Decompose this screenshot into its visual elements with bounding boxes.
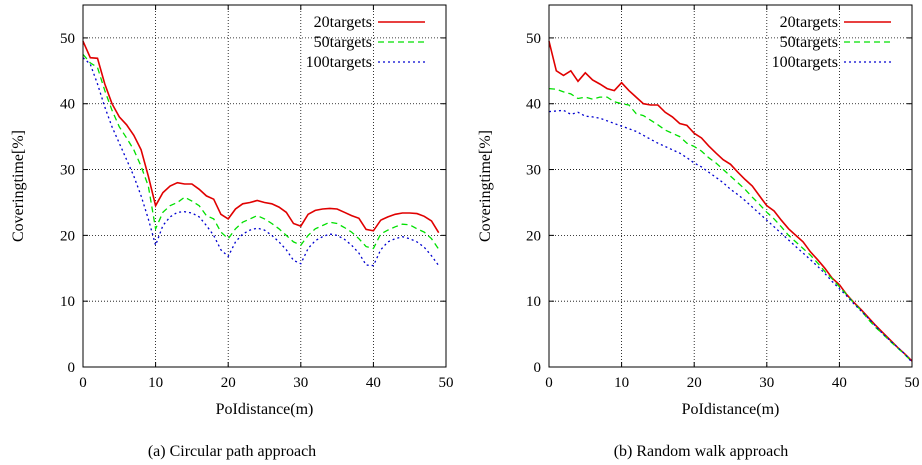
legend-label-20targets: 20targets xyxy=(314,14,372,31)
y-tick-label: 20 xyxy=(60,228,75,244)
chart-b: 0 10 20 30 40 50 0 10 20 30 40 50 PoIdistance(m) Cove… xyxy=(477,4,920,460)
x-tick-label: 20 xyxy=(687,375,702,391)
legend-label-50targets: 50targets xyxy=(780,34,838,51)
legend-label-100targets: 100targets xyxy=(772,54,838,71)
x-tick-label: 40 xyxy=(832,375,847,391)
series-line-100targets xyxy=(548,109,913,363)
y-tick-label: 30 xyxy=(526,163,541,179)
plot-frame xyxy=(548,4,913,368)
x-tick-label: 40 xyxy=(366,375,381,391)
series-line-20targets xyxy=(82,40,440,234)
plot-frame xyxy=(82,4,447,368)
chart-a: 0 10 20 30 40 50 0 10 20 30 40 50 PoIdistance(m) Cove… xyxy=(10,4,454,460)
y-tick-label: 40 xyxy=(526,97,541,113)
series-line-50targets xyxy=(548,87,913,363)
chart-caption: (b) Random walk approach xyxy=(614,443,789,460)
x-tick-label: 30 xyxy=(759,375,774,391)
x-tick-label: 10 xyxy=(614,375,629,391)
y-tick-label: 10 xyxy=(60,294,75,310)
series-line-100targets xyxy=(82,57,440,267)
x-axis-label: PoIdistance(m) xyxy=(216,401,314,418)
y-axis-label: Coveringtime[%] xyxy=(477,130,494,242)
x-tick-label: 0 xyxy=(79,375,87,391)
series-line-20targets xyxy=(548,41,913,362)
chart-caption: (a) Circular path approach xyxy=(148,443,316,460)
x-axis-label: PoIdistance(m) xyxy=(682,401,780,418)
y-tick-label: 0 xyxy=(534,360,542,376)
x-tick-label: 50 xyxy=(439,375,454,391)
legend-label-20targets: 20targets xyxy=(780,14,838,31)
y-tick-label: 20 xyxy=(526,228,541,244)
x-tick-label: 50 xyxy=(905,375,920,391)
y-tick-label: 40 xyxy=(60,97,75,113)
x-tick-label: 30 xyxy=(293,375,308,391)
y-axis-label: Coveringtime[%] xyxy=(10,130,27,242)
y-tick-label: 50 xyxy=(60,31,75,47)
y-tick-label: 10 xyxy=(526,294,541,310)
y-tick-label: 50 xyxy=(526,31,541,47)
legend-label-50targets: 50targets xyxy=(314,34,372,51)
x-tick-label: 20 xyxy=(221,375,236,391)
legend-label-100targets: 100targets xyxy=(306,54,372,71)
x-tick-label: 10 xyxy=(148,375,163,391)
x-tick-label: 0 xyxy=(545,375,553,391)
y-tick-label: 0 xyxy=(68,360,76,376)
y-tick-label: 30 xyxy=(60,163,75,179)
series-line-50targets xyxy=(82,53,440,250)
